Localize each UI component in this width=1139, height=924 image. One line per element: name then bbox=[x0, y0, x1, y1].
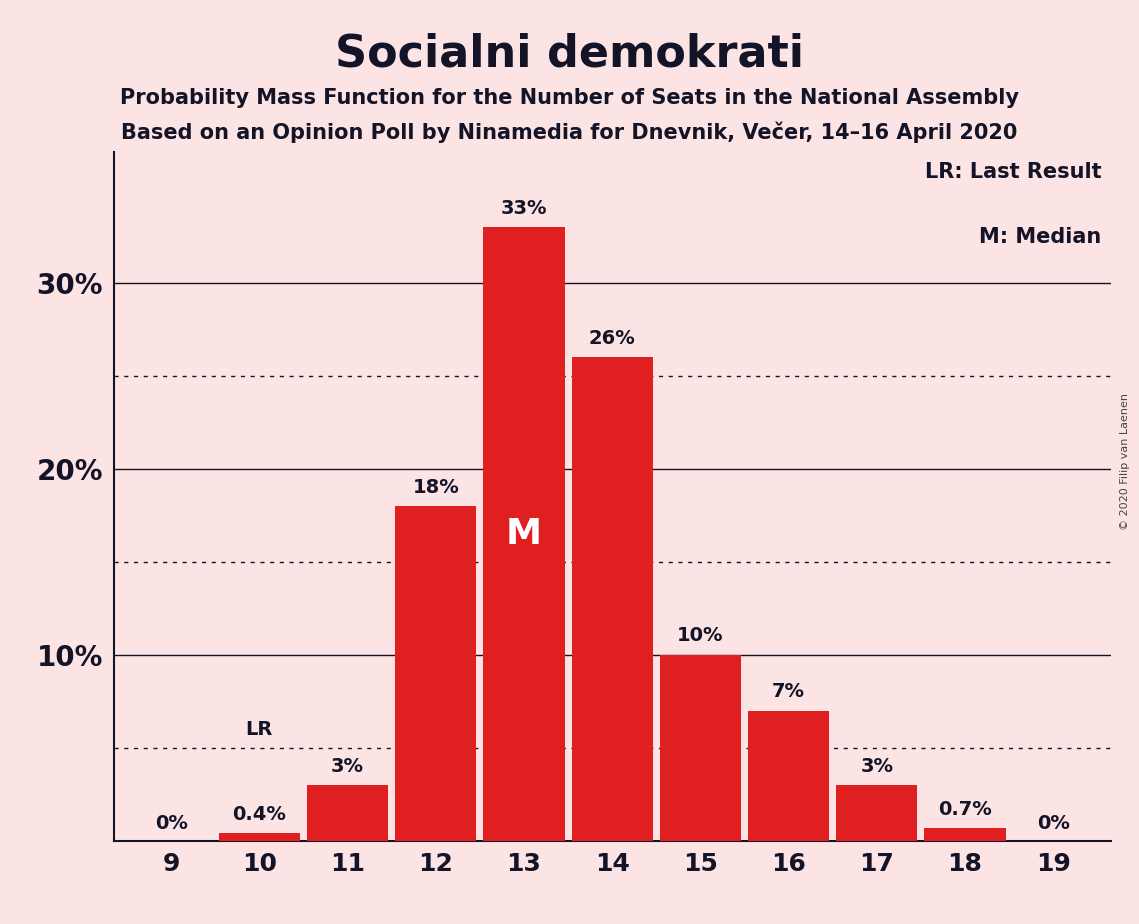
Text: M: M bbox=[506, 517, 542, 551]
Bar bbox=[572, 357, 653, 841]
Text: LR: Last Result: LR: Last Result bbox=[925, 162, 1101, 182]
Text: 18%: 18% bbox=[412, 478, 459, 497]
Text: 26%: 26% bbox=[589, 329, 636, 347]
Text: 0.4%: 0.4% bbox=[232, 805, 286, 824]
Text: 0.7%: 0.7% bbox=[939, 799, 992, 819]
Text: Probability Mass Function for the Number of Seats in the National Assembly: Probability Mass Function for the Number… bbox=[120, 88, 1019, 108]
Text: 0%: 0% bbox=[155, 814, 188, 833]
Text: Socialni demokrati: Socialni demokrati bbox=[335, 32, 804, 76]
Text: 3%: 3% bbox=[331, 757, 364, 776]
Text: M: Median: M: Median bbox=[980, 227, 1101, 247]
Bar bbox=[219, 833, 300, 841]
Text: © 2020 Filip van Laenen: © 2020 Filip van Laenen bbox=[1120, 394, 1130, 530]
Bar bbox=[925, 828, 1006, 841]
Text: 33%: 33% bbox=[501, 199, 547, 217]
Bar bbox=[483, 227, 565, 841]
Bar bbox=[659, 655, 741, 841]
Bar bbox=[748, 711, 829, 841]
Text: 10%: 10% bbox=[678, 626, 723, 646]
Text: 3%: 3% bbox=[860, 757, 893, 776]
Text: 7%: 7% bbox=[772, 682, 805, 701]
Bar bbox=[395, 506, 476, 841]
Bar bbox=[836, 785, 917, 841]
Text: 0%: 0% bbox=[1036, 814, 1070, 833]
Text: LR: LR bbox=[246, 720, 273, 738]
Bar bbox=[308, 785, 388, 841]
Text: Based on an Opinion Poll by Ninamedia for Dnevnik, Večer, 14–16 April 2020: Based on an Opinion Poll by Ninamedia fo… bbox=[122, 122, 1017, 143]
